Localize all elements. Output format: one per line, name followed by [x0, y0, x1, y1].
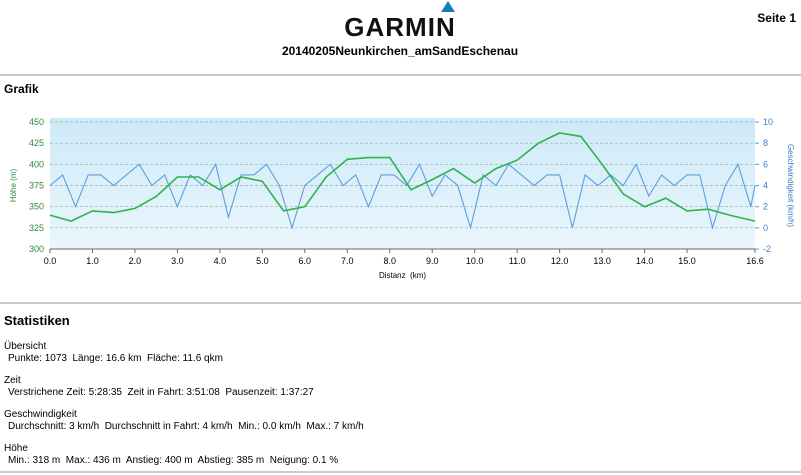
- x-tick-label: 2.0: [129, 256, 142, 266]
- y-tick-label: 350: [29, 202, 44, 212]
- y2-tick-label: 6: [763, 159, 768, 169]
- section-title: Grafik: [4, 82, 39, 96]
- logo: GARMIN: [344, 12, 455, 42]
- x-axis-label: Distanz (km): [379, 271, 426, 280]
- x-tick-label: 10.0: [466, 256, 484, 266]
- x-tick-label: 4.0: [214, 256, 227, 266]
- stat-heading: Übersicht: [4, 340, 46, 352]
- y-tick-label: 300: [29, 244, 44, 254]
- stat-heading: Zeit: [4, 375, 21, 386]
- stat-line: Durchschnitt: 3 km/h Durchschnitt in Fah…: [8, 421, 364, 432]
- x-tick-label: 15.0: [678, 256, 696, 266]
- x-tick-label: 9.0: [426, 256, 439, 266]
- stat-line: Min.: 318 m Max.: 436 m Anstieg: 400 m A…: [8, 455, 338, 466]
- y2-tick-label: -2: [763, 244, 771, 254]
- x-tick-label: 7.0: [341, 256, 354, 266]
- x-tick-label: 11.0: [509, 256, 526, 266]
- y2-axis-label: Geschwindigkeit (km/h): [786, 144, 795, 227]
- x-tick-label: 8.0: [384, 256, 397, 266]
- y-tick-label: 325: [29, 223, 44, 233]
- stat-line: Verstrichene Zeit: 5:28:35 Zeit in Fahrt…: [8, 387, 314, 398]
- y2-tick-label: 10: [763, 117, 773, 127]
- x-tick-label: 13.0: [593, 256, 611, 266]
- x-tick-label: 12.0: [551, 256, 569, 266]
- y-tick-label: 375: [29, 181, 44, 191]
- y-tick-label: 450: [29, 117, 44, 127]
- stat-heading: Geschwindigkeit: [4, 409, 77, 420]
- y-axis-label: Höhe (m): [9, 168, 18, 202]
- x-tick-label: 16.6: [746, 256, 764, 266]
- plot-area: [50, 118, 755, 249]
- y2-tick-label: 8: [763, 138, 768, 148]
- x-tick-label: 14.0: [636, 256, 654, 266]
- stat-line: Punkte: 1073 Länge: 16.6 km Fläche: 11.6…: [8, 353, 223, 364]
- y-tick-label: 425: [29, 138, 44, 148]
- x-tick-label: 3.0: [171, 256, 184, 266]
- page-number: Seite 1: [757, 11, 796, 25]
- x-tick-label: 5.0: [256, 256, 269, 266]
- stat-heading: Höhe: [4, 443, 28, 454]
- series-line: [49, 132, 756, 222]
- x-tick-label: 1.0: [86, 256, 99, 266]
- logo-triangle: [441, 1, 455, 12]
- section-title: Statistiken: [4, 313, 70, 328]
- x-tick-label: 0.0: [44, 256, 57, 266]
- x-tick-label: 6.0: [299, 256, 312, 266]
- y2-tick-label: 4: [763, 181, 768, 191]
- y2-tick-label: 0: [763, 223, 768, 233]
- y-tick-label: 400: [29, 159, 44, 169]
- doc-title: 20140205Neunkirchen_amSandEschenau: [282, 44, 518, 58]
- y2-tick-label: 2: [763, 202, 768, 212]
